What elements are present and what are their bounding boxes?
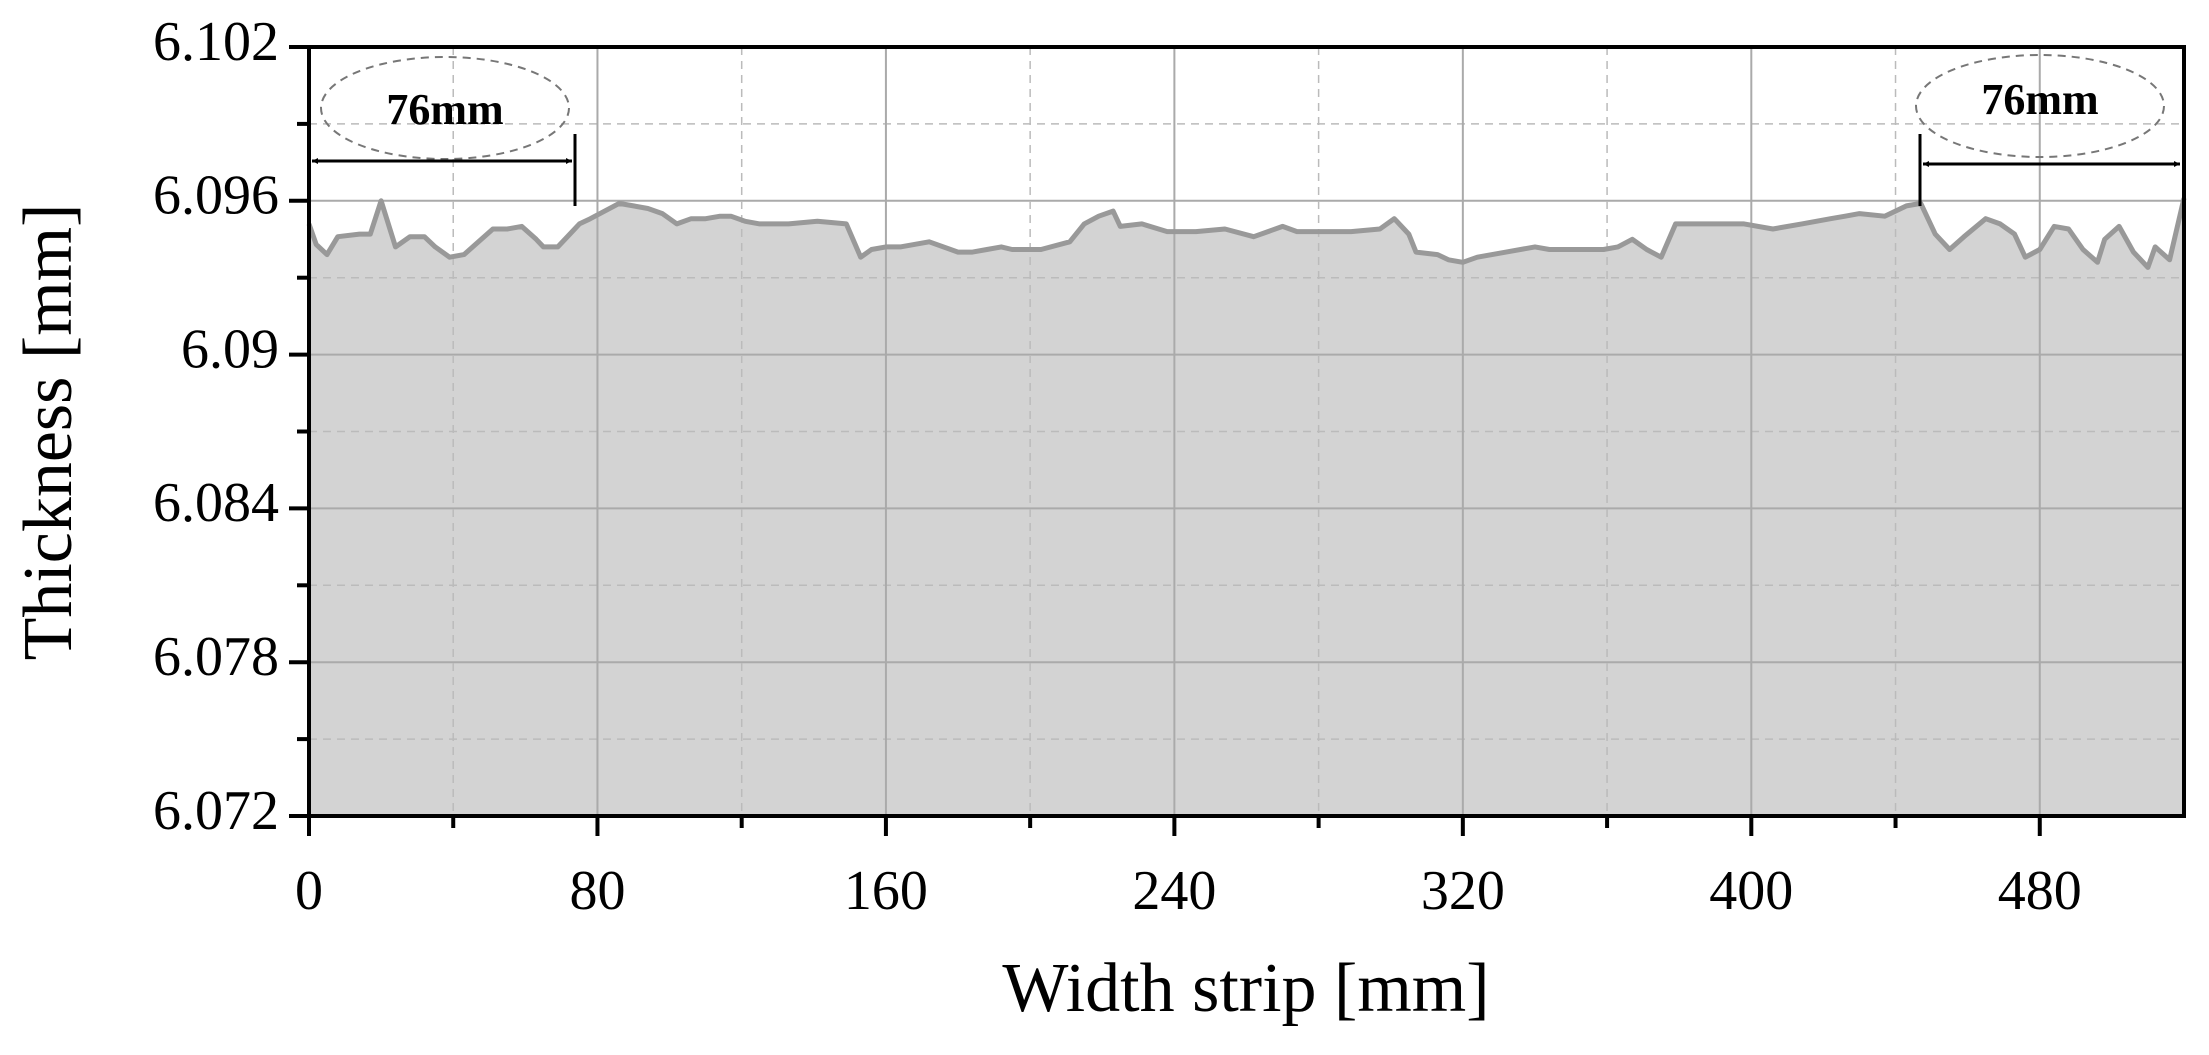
x-tick-label: 80 (569, 860, 625, 922)
x-tick-label: 0 (295, 860, 323, 922)
x-tick-label: 240 (1132, 860, 1216, 922)
annotation-ellipse (1915, 54, 2165, 158)
annotation-text: 76mm (1981, 75, 2098, 124)
plot-area: 6.072 6.078 6.084 6.09 6.096 6.102 0 80 160 240 32… (153, 11, 2187, 922)
x-axis-title: Width strip [mm] (1002, 950, 1489, 1027)
x-tick-label: 400 (1709, 860, 1793, 922)
y-tick-label: 6.084 (153, 472, 279, 534)
y-tick-label: 6.072 (153, 780, 279, 842)
x-tick-label: 320 (1421, 860, 1505, 922)
annotations: 76mm 76mm (312, 54, 2180, 206)
y-axis-title: Thickness [mm] (10, 204, 87, 661)
line (306, 197, 2187, 270)
annotation-text: 76mm (386, 85, 503, 134)
area (309, 198, 2184, 816)
x-tick-label: 160 (844, 860, 928, 922)
y-tick-label: 6.078 (153, 626, 279, 688)
y-tick-label: 6.102 (153, 11, 279, 73)
x-tick-label: 480 (1998, 860, 2082, 922)
y-tick-label: 6.09 (181, 318, 279, 380)
y-tick-label: 6.096 (153, 165, 279, 227)
